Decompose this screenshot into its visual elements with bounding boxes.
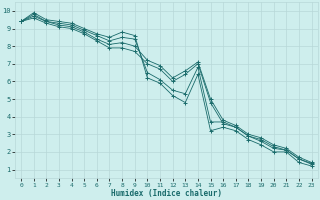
X-axis label: Humidex (Indice chaleur): Humidex (Indice chaleur) bbox=[111, 189, 222, 198]
